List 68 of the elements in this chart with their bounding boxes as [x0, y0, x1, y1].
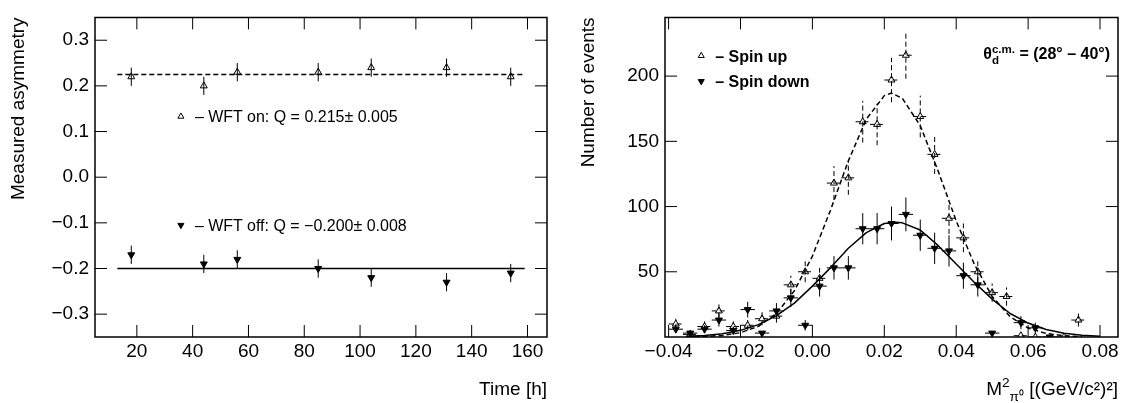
point — [367, 63, 376, 71]
point — [233, 67, 242, 75]
point — [844, 173, 853, 181]
x-tick-label: 0.06 — [1009, 339, 1047, 361]
y-tick-label: 0.1 — [62, 119, 89, 141]
point — [506, 72, 515, 80]
point — [945, 213, 953, 221]
point — [830, 178, 838, 186]
x-tick-label: 0.02 — [865, 339, 903, 361]
legend-label: – Spin up — [715, 47, 788, 65]
x-tick-label: −0.04 — [644, 339, 694, 361]
y-tick-label: −0.2 — [51, 256, 89, 278]
point — [314, 67, 323, 75]
x-tick-label: 100 — [344, 339, 376, 361]
y-tick-label: 50 — [637, 260, 659, 282]
point — [442, 63, 451, 71]
point — [858, 117, 867, 125]
x-tick-label: 20 — [126, 339, 148, 361]
point — [801, 267, 810, 275]
point — [959, 233, 968, 241]
y-tick-label: 0.3 — [62, 28, 89, 50]
point — [506, 270, 515, 278]
point — [786, 280, 795, 288]
point — [314, 266, 323, 274]
point — [873, 119, 882, 127]
point — [127, 72, 136, 80]
point — [930, 149, 939, 157]
point — [367, 275, 376, 283]
y-axis-title: Number of events — [577, 17, 598, 168]
point — [815, 273, 824, 281]
point — [671, 319, 680, 327]
x-tick-label: 120 — [400, 339, 432, 361]
y-tick-label: 100 — [627, 194, 659, 216]
point — [758, 314, 767, 322]
y-tick-label: −0.1 — [51, 211, 89, 233]
y-tick-label: 0.0 — [62, 165, 89, 187]
x-tick-label: −0.02 — [716, 339, 765, 361]
legend-label: – WFT off: Q = −0.200± 0.008 — [194, 217, 407, 235]
y-tick-label: −0.3 — [51, 302, 89, 324]
x-axis-title: Time [h] — [479, 378, 547, 399]
point — [887, 75, 896, 83]
point — [916, 112, 925, 120]
x-tick-label: 0.08 — [1081, 339, 1119, 361]
legend-label: – WFT on: Q = 0.215± 0.005 — [194, 108, 398, 126]
point — [973, 267, 982, 275]
point — [988, 288, 997, 296]
point — [700, 322, 709, 330]
x-tick-label: 160 — [511, 339, 544, 361]
point — [127, 252, 136, 260]
x-tick-label: 40 — [182, 339, 204, 361]
point — [901, 50, 910, 58]
x-tick-label: 0.00 — [793, 339, 831, 361]
x-tick-label: 140 — [455, 339, 488, 361]
point — [1002, 292, 1011, 300]
point — [199, 261, 208, 269]
x-tick-label: 80 — [293, 339, 315, 361]
legend-label: – Spin down — [715, 73, 810, 91]
y-axis-title: Measured asymmetry — [7, 16, 28, 201]
point — [714, 306, 723, 314]
point — [199, 81, 208, 89]
y-tick-label: 0.2 — [62, 74, 89, 96]
x-tick-label: 60 — [237, 339, 260, 361]
y-tick-label: 150 — [627, 129, 659, 151]
point — [1074, 315, 1083, 323]
point — [743, 320, 752, 328]
point — [729, 322, 738, 330]
x-tick-label: 0.04 — [937, 339, 976, 361]
y-tick-label: 200 — [627, 64, 659, 86]
